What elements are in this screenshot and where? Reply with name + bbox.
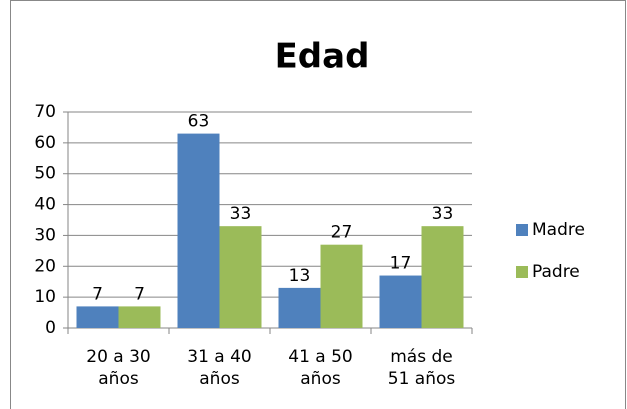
bar: [278, 287, 321, 328]
data-label: 27: [331, 223, 353, 243]
y-tick-label: 60: [34, 133, 56, 153]
y-tick-label: 0: [45, 318, 56, 338]
y-tick-label: 20: [34, 256, 56, 276]
data-label: 7: [92, 284, 103, 304]
bar: [219, 226, 262, 328]
legend-label: Padre: [532, 262, 580, 282]
data-label: 33: [230, 204, 252, 224]
data-label: 63: [188, 112, 210, 132]
x-tick-label: 31 a 40 años: [187, 347, 252, 389]
y-tick-label: 30: [34, 225, 56, 245]
y-tick-label: 40: [34, 195, 56, 215]
bar: [118, 306, 161, 328]
data-label: 33: [432, 204, 454, 224]
y-tick-label: 70: [34, 102, 56, 122]
legend-swatch: [516, 224, 528, 236]
y-tick-label: 50: [34, 164, 56, 184]
y-tick-label: 10: [34, 287, 56, 307]
legend-label: Madre: [532, 220, 585, 240]
legend-swatch: [516, 266, 528, 278]
bar: [320, 244, 363, 328]
bar: [379, 275, 422, 328]
chart-title: Edad: [275, 37, 370, 77]
data-label: 13: [289, 266, 311, 286]
data-label: 7: [134, 284, 145, 304]
x-tick-label: 41 a 50 años: [288, 347, 353, 389]
x-tick-label: más de 51 años: [387, 347, 456, 389]
bar: [177, 133, 220, 328]
bar: [421, 226, 464, 328]
bar: [76, 306, 119, 328]
x-tick-label: 20 a 30 años: [86, 347, 151, 389]
data-label: 17: [390, 254, 412, 274]
